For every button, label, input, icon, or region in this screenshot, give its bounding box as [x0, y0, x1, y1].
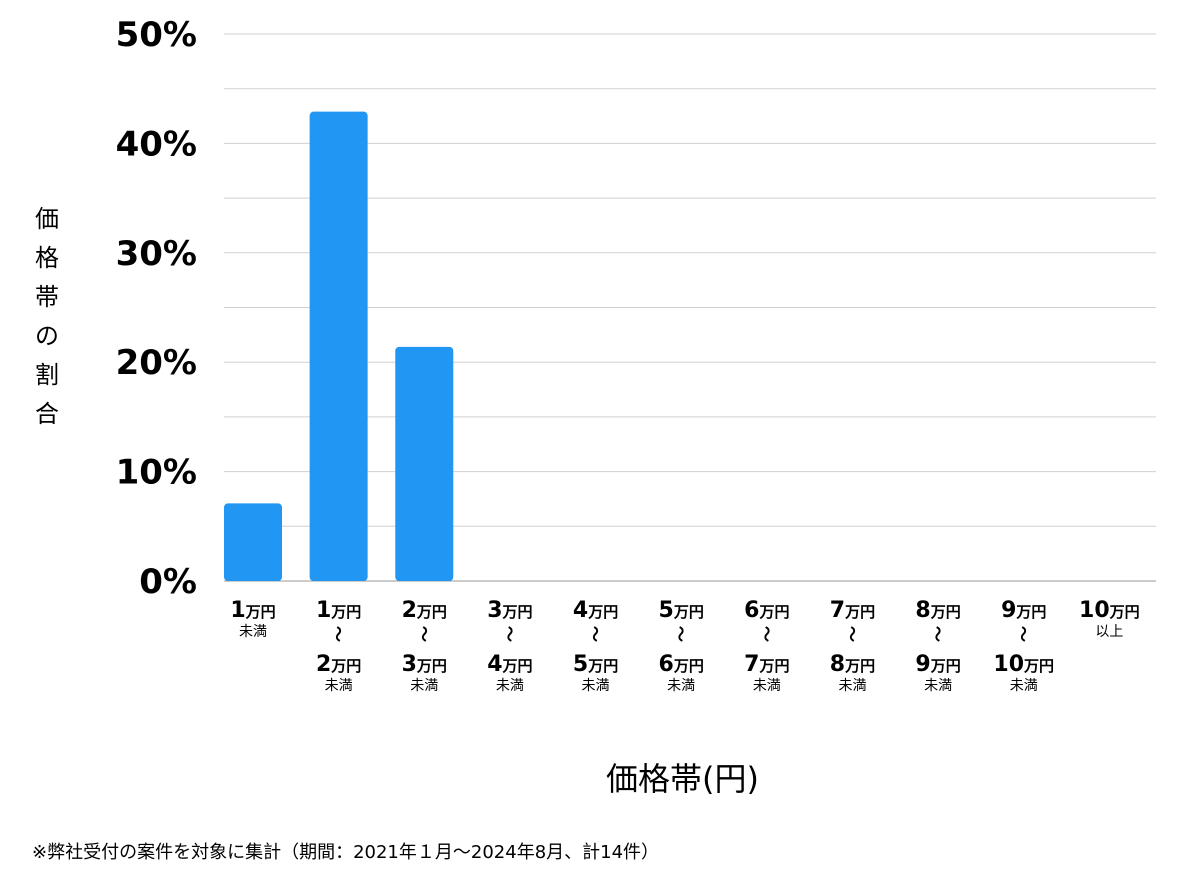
x-tick-text: 8万円 [830, 652, 875, 677]
y-axis-label-char: の [35, 322, 59, 350]
x-tick-suffix: 未満 [410, 678, 438, 694]
x-tick-text: 10万円 [993, 652, 1054, 677]
x-tick-text: 9万円 [1001, 598, 1046, 623]
bar [224, 503, 282, 581]
x-tick-suffix: 未満 [924, 678, 952, 694]
x-tick-suffix: 未満 [838, 678, 866, 694]
x-axis-label: 価格帯(円) [606, 760, 759, 798]
x-tick-text: 4万円 [573, 598, 618, 623]
x-tick-text: 9万円 [915, 652, 960, 677]
y-axis-label-char: 合 [35, 400, 59, 428]
x-tick-text: 7万円 [830, 598, 875, 623]
x-tick-tilde: 〜 [586, 626, 605, 642]
x-tick-tilde: 〜 [757, 626, 776, 642]
x-tick-tilde: 〜 [329, 626, 348, 642]
footnote: ※弊社受付の案件を対象に集計（期間：2021年１月〜2024年8月、計14件） [32, 842, 660, 863]
y-axis-label-char: 割 [35, 361, 59, 389]
bar [395, 346, 454, 581]
x-tick-tilde: 〜 [414, 626, 433, 642]
y-axis-label-char: 価 [35, 205, 59, 233]
x-tick-suffix: 未満 [496, 678, 524, 694]
x-tick-text: 6万円 [659, 652, 704, 677]
y-axis-label-char: 帯 [35, 283, 59, 311]
x-tick-text: 1万円 [316, 598, 361, 623]
x-tick-text: 2万円 [316, 652, 361, 677]
x-tick-text: 8万円 [915, 598, 960, 623]
x-tick-text: 3万円 [402, 652, 447, 677]
x-tick-text: 4万円 [487, 652, 532, 677]
x-tick-suffix: 以上 [1095, 624, 1123, 640]
x-tick-tilde: 〜 [842, 626, 861, 642]
x-tick-suffix: 未満 [239, 624, 267, 640]
y-tick-label: 20% [116, 343, 197, 383]
x-tick-suffix: 未満 [667, 678, 695, 694]
x-tick-text: 1万円 [230, 598, 275, 623]
x-tick-tilde: 〜 [671, 626, 690, 642]
y-axis-label: 価格帯の割合 [30, 200, 64, 434]
x-tick-text: 10万円 [1079, 598, 1140, 623]
y-tick-label: 50% [116, 15, 197, 55]
x-tick-tilde: 〜 [1014, 626, 1033, 642]
y-axis-label-char: 格 [35, 244, 59, 272]
x-tick-tilde: 〜 [928, 626, 947, 642]
x-tick-text: 5万円 [659, 598, 704, 623]
x-tick-suffix: 未満 [1010, 678, 1038, 694]
bar [309, 111, 368, 581]
y-tick-label: 10% [116, 453, 197, 493]
x-tick-suffix: 未満 [582, 678, 610, 694]
x-tick-suffix: 未満 [325, 678, 353, 694]
x-tick-text: 2万円 [402, 598, 447, 623]
y-tick-label: 40% [116, 124, 197, 164]
y-tick-label: 30% [116, 234, 197, 274]
x-tick-tilde: 〜 [500, 626, 519, 642]
x-tick-text: 7万円 [744, 652, 789, 677]
x-tick-text: 3万円 [487, 598, 532, 623]
y-tick-label: 0% [139, 562, 197, 602]
x-tick-text: 5万円 [573, 652, 618, 677]
x-tick-text: 6万円 [744, 598, 789, 623]
x-tick-suffix: 未満 [753, 678, 781, 694]
